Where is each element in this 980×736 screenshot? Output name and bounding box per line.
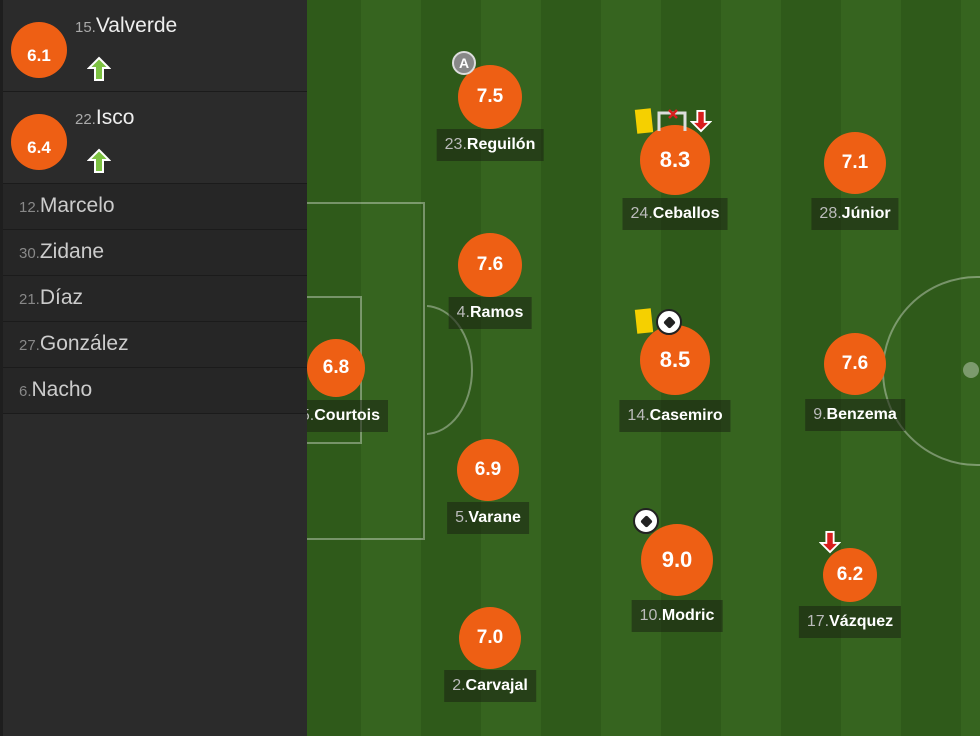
rating-badge: 7.0 [459, 607, 521, 669]
player-name-text: Ramos [469, 304, 524, 321]
bench-row[interactable]: 21.Díaz [3, 276, 307, 322]
player-name-text: Courtois [314, 407, 381, 424]
player-number: 23. [444, 136, 467, 153]
player-name-text: Benzema [826, 406, 897, 423]
substitute-row[interactable]: 6.4 22.Isco [3, 92, 307, 184]
player-label: 9.Benzema [805, 399, 905, 431]
player-label: 25.Courtois [307, 400, 389, 432]
rating-badge: 9.0 [641, 524, 713, 596]
substitutes-panel: 6.1 15.Valverde 6.4 22.Isco 12.Marcelo 30… [0, 0, 307, 736]
bench-row[interactable]: 6.Nacho [3, 368, 307, 414]
pitch-stripe [721, 0, 781, 736]
player-number: 15. [75, 19, 96, 36]
penalty-box [307, 202, 425, 540]
player-name-text: Valverde [95, 14, 178, 37]
player-number: 25. [307, 407, 315, 424]
player-name-text: Vázquez [829, 613, 894, 630]
player-label: 5.Varane [447, 502, 529, 534]
player-number: 5. [455, 509, 469, 526]
player-number: 30. [19, 245, 40, 262]
player-label: 14.Casemiro [619, 400, 731, 432]
player-number: 9. [813, 406, 827, 423]
player-number: 10. [639, 607, 662, 624]
player-name-text: Isco [95, 106, 135, 129]
player-number: 28. [819, 205, 842, 222]
player-number: 2. [452, 677, 466, 694]
rating-badge: 8.3 [640, 125, 710, 195]
player-number: 22. [75, 111, 96, 128]
player-name-text: Carvajal [465, 677, 528, 694]
player-number: 27. [19, 337, 40, 354]
player-label: 4.Ramos [448, 297, 532, 329]
player-label: 2.Carvajal [444, 670, 536, 702]
rating-badge: 6.2 [823, 548, 877, 602]
yellow-card-icon [634, 308, 654, 334]
pitch-stripe [361, 0, 421, 736]
rating-badge: 6.9 [457, 439, 519, 501]
player-name-text: Júnior [841, 205, 891, 222]
bench-row[interactable]: 12.Marcelo [3, 184, 307, 230]
player-name-text: Reguilón [466, 136, 536, 153]
player-name-text: Zidane [39, 240, 105, 263]
rating-badge: 7.5 [458, 65, 522, 129]
bench-row[interactable]: 30.Zidane [3, 230, 307, 276]
player-label: 23.Reguilón [436, 129, 544, 161]
sub-in-arrow-icon [86, 148, 112, 174]
player-number: 6. [19, 383, 32, 400]
player-label: 28.Júnior [811, 198, 899, 230]
player-name-text: Modric [661, 607, 715, 624]
rating-badge: 6.8 [307, 339, 365, 397]
player-name-text: Casemiro [649, 407, 723, 424]
rating-badge: 8.5 [640, 325, 710, 395]
sub-in-arrow-icon [86, 56, 112, 82]
sub-out-arrow-icon [818, 530, 842, 559]
player-number: 14. [627, 407, 650, 424]
player-name: 15.Valverde [75, 14, 177, 38]
player-number: 17. [806, 613, 830, 630]
assist-icon: A [452, 51, 476, 75]
player-number: 12. [19, 199, 40, 216]
sub-out-arrow-icon [689, 109, 713, 138]
yellow-card-icon [634, 108, 654, 134]
player-number: 24. [630, 205, 653, 222]
goal-ball-icon [633, 508, 659, 534]
bench-row[interactable]: 27.González [3, 322, 307, 368]
rating-badge: 6.1 [11, 22, 67, 78]
player-number: 4. [456, 304, 470, 321]
player-number: 21. [19, 291, 40, 308]
player-name-text: Díaz [39, 286, 84, 309]
missed-shot-icon [656, 109, 688, 138]
player-name-text: Ceballos [652, 205, 720, 222]
rating-badge: 7.6 [458, 233, 522, 297]
player-name-text: Varane [468, 509, 521, 526]
player-label: 17.Vázquez [798, 606, 902, 638]
player-name-text: Nacho [31, 378, 93, 401]
center-spot [963, 362, 979, 378]
player-name-text: Marcelo [39, 194, 115, 217]
substitute-row[interactable]: 6.1 15.Valverde [3, 0, 307, 92]
player-name-text: González [39, 332, 129, 355]
player-label: 24.Ceballos [622, 198, 728, 230]
player-name: 22.Isco [75, 106, 134, 130]
rating-badge: 7.1 [824, 132, 886, 194]
rating-badge: 7.6 [824, 333, 886, 395]
rating-badge: 6.4 [11, 114, 67, 170]
goal-ball-icon [656, 309, 682, 335]
player-label: 10.Modric [631, 600, 723, 632]
